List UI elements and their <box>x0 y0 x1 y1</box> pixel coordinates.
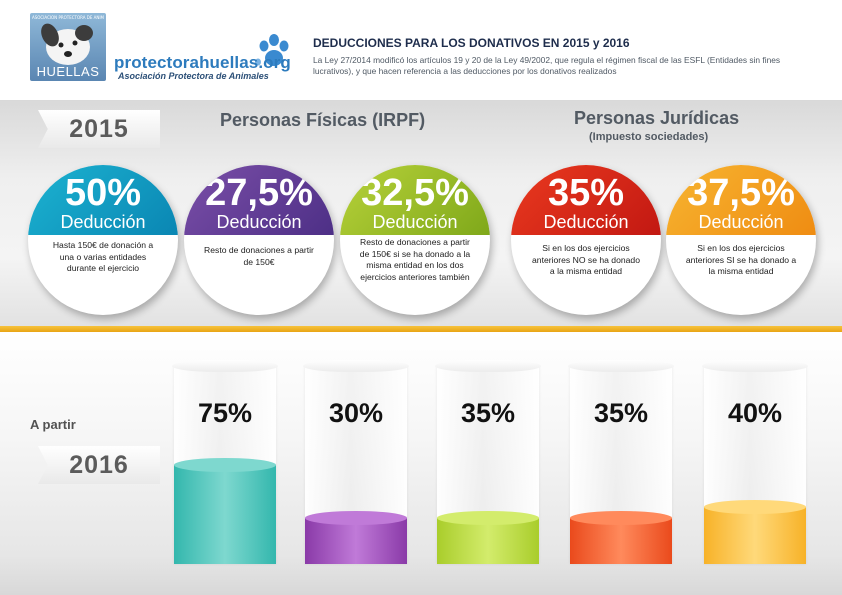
bar-value: 40% <box>727 398 783 428</box>
logo: ASOCIACION PROTECTORA DE ANIMALES HUELLA… <box>30 13 106 81</box>
deduction-percent: 32,5% <box>361 172 469 214</box>
brand-subtitle: Asociación Protectora de Animales <box>118 71 269 81</box>
deduction-circle: 35% Deducción Si en los dos ejercicios a… <box>511 165 661 315</box>
bar-value: 75% <box>197 398 253 428</box>
page-title: DEDUCCIONES PARA LOS DONATIVOS EN 2015 y… <box>313 36 630 50</box>
logo-word: HUELLAS <box>36 64 100 79</box>
bar-column: 75% <box>172 360 278 564</box>
section-title-fisicas: Personas Físicas (IRPF) <box>220 110 426 130</box>
page-intro: La Ley 27/2014 modificó los artículos 19… <box>313 55 781 76</box>
bar-column: 35% <box>568 360 674 564</box>
year-tag-2016: 2016 <box>38 446 160 484</box>
deduction-label: Deducción <box>216 212 302 232</box>
deduction-label: Deducción <box>543 212 629 232</box>
deduction-percent: 37,5% <box>687 172 795 214</box>
divider <box>0 326 842 332</box>
bar-value: 35% <box>593 398 649 428</box>
paw-icon <box>255 34 289 66</box>
bar-column: 35% <box>435 360 541 564</box>
deduction-description: Resto de donaciones a partir de 150€ <box>204 245 314 267</box>
bar-fill <box>174 458 276 564</box>
brand-name: protectorahuellas.org <box>114 53 291 72</box>
dog-icon <box>41 23 93 65</box>
deduction-label: Deducción <box>698 212 784 232</box>
bar-column: 30% <box>303 360 409 564</box>
bar-fill <box>704 500 806 564</box>
deduction-circle: 50% Deducción Hasta 150€ de donación a u… <box>28 165 178 315</box>
year-2016-label: 2016 <box>69 451 129 479</box>
section-title-juridicas: Personas Jurídicas <box>574 108 740 128</box>
bar-fill <box>437 511 539 564</box>
deduction-description: Si en los dos ejercicios anteriores SI s… <box>685 243 797 276</box>
deduction-percent: 35% <box>547 172 625 214</box>
year-tag-2015: 2015 <box>38 110 160 148</box>
bar-fill <box>305 511 407 564</box>
deduction-description: Si en los dos ejercicios anteriores NO s… <box>532 243 640 276</box>
a-partir-label: A partir <box>30 417 76 432</box>
deduction-description: Resto de donaciones a partir de 150€ si … <box>359 237 471 282</box>
deduction-percent: 27,5% <box>205 172 313 214</box>
bar-fill <box>570 511 672 564</box>
deduction-circle: 27,5% Deducción Resto de donaciones a pa… <box>184 165 334 315</box>
logo-tagline: ASOCIACION PROTECTORA DE ANIMALES <box>32 15 104 20</box>
bar-value: 30% <box>328 398 384 428</box>
bar-value: 35% <box>460 398 516 428</box>
deduction-label: Deducción <box>60 212 146 232</box>
deduction-description: Hasta 150€ de donación a una o varias en… <box>52 240 154 273</box>
deduction-circle: 32,5% Deducción Resto de donaciones a pa… <box>340 165 490 315</box>
deduction-circle: 37,5% Deducción Si en los dos ejercicios… <box>666 165 816 315</box>
deduction-percent: 50% <box>64 172 142 214</box>
bar-column: 40% <box>702 360 808 564</box>
deduction-label: Deducción <box>372 212 458 232</box>
section-subtitle-juridicas: (Impuesto sociedades) <box>589 131 709 143</box>
year-2015-label: 2015 <box>69 115 129 143</box>
